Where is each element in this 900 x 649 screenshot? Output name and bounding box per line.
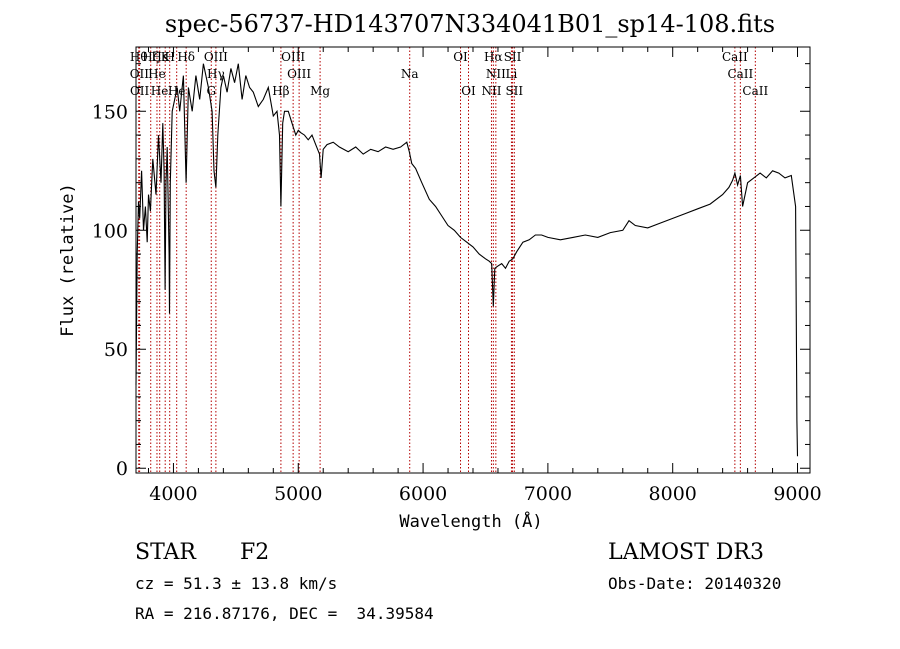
line-label-low-3: G [206,84,216,98]
emission-line-markers [138,47,756,473]
object-subclass: F2 [240,540,270,565]
line-label-mid-6: Li [506,67,518,81]
x-axis-label: Wavelength (Å) [399,510,542,532]
line-label-top-2: Hε [151,50,168,64]
line-label-top-3: K [161,50,171,64]
survey-name: LAMOST DR3 [608,540,764,565]
object-class: STAR [135,540,196,565]
plot-frame [135,46,811,474]
line-label-low-5: Mg [310,84,330,98]
line-label-top-9: Hα [484,50,503,64]
y-tick-label-2: 100 [92,220,128,242]
x-tick-label-2: 6000 [399,483,447,505]
line-label-top-11: CaII [722,50,748,64]
y-tick-label-1: 50 [104,339,128,361]
spectrum-series-line [135,63,799,457]
y-axis-ticks: 0 50 100 150 [92,63,810,480]
line-label-low-4: Hβ [272,84,289,98]
line-label-low-9: CaII [742,84,768,98]
line-label-low-8: SII [505,84,523,98]
line-label-mid-0: OII [130,67,150,81]
line-label-top-4: H [164,50,174,64]
line-label-top-6: OIII [204,50,228,64]
line-label-mid-3: OIII [287,67,311,81]
line-label-low-1: He [151,84,169,98]
line-label-top-8: OI [453,50,468,64]
line-label-mid-1: He [148,67,166,81]
x-tick-label-5: 9000 [773,483,821,505]
line-label-top-7: OIII [281,50,305,64]
line-label-top-10: SII [504,50,522,64]
line-label-low-6: OI [461,84,476,98]
line-label-mid-7: CaII [727,67,753,81]
x-tick-label-3: 7000 [524,483,572,505]
ra-dec-coordinates: RA = 216.87176, DEC = 34.39584 [135,604,434,623]
x-axis-ticks: 4000 5000 6000 7000 8000 9000 [147,47,822,505]
line-label-mid-5: NII [486,67,506,81]
chart-title: spec-56737-HD143707N334041B01_sp14-108.f… [165,10,775,38]
line-label-mid-4: Na [401,67,419,81]
x-tick-label-4: 8000 [649,483,697,505]
y-axis-label: Flux (relative) [58,183,78,337]
line-label-low-0: OII [130,84,150,98]
line-label-top-1: Hζ [142,50,159,64]
observation-date: Obs-Date: 20140320 [608,574,782,593]
line-label-mid-2: Hγ [207,67,225,81]
redshift-velocity: cz = 51.3 ± 13.8 km/s [135,574,338,593]
x-tick-label-0: 4000 [149,483,197,505]
y-tick-label-0: 0 [116,458,128,480]
x-tick-label-1: 5000 [274,483,322,505]
line-label-top-0: Hθ [130,50,148,64]
line-label-low-7: NII [481,84,501,98]
spectrum-chart: spec-56737-HD143707N334041B01_sp14-108.f… [58,10,822,532]
y-tick-label-3: 150 [92,101,128,123]
line-label-top-5: Hδ [177,50,195,64]
